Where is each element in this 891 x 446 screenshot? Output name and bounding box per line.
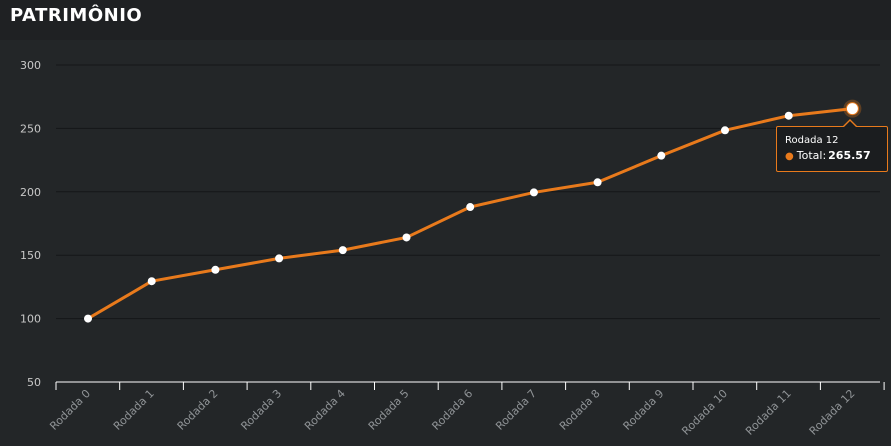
x-tick-label: Rodada 7 bbox=[493, 387, 539, 433]
data-point[interactable] bbox=[784, 111, 793, 120]
data-point[interactable] bbox=[211, 265, 220, 274]
data-point[interactable] bbox=[593, 178, 602, 187]
y-tick-label: 150 bbox=[20, 249, 41, 262]
y-tick-label: 200 bbox=[20, 186, 41, 199]
x-tick-label: Rodada 8 bbox=[557, 387, 603, 433]
x-tick-label: Rodada 12 bbox=[807, 387, 858, 438]
data-point[interactable] bbox=[845, 102, 859, 116]
x-tick-label: Rodada 10 bbox=[679, 387, 730, 438]
data-point[interactable] bbox=[147, 277, 156, 286]
data-point[interactable] bbox=[657, 151, 666, 160]
x-tick-label: Rodada 11 bbox=[743, 387, 794, 438]
x-tick-label: Rodada 6 bbox=[429, 387, 475, 433]
series-line bbox=[87, 107, 853, 320]
x-axis: Rodada 0 Rodada 1 Rodada 2 Rodada 3 Rodada 4… bbox=[47, 381, 885, 438]
y-tick-label: 50 bbox=[27, 376, 41, 389]
tooltip-header: Rodada 12 bbox=[785, 135, 839, 146]
x-tick-label: Rodada 2 bbox=[175, 387, 221, 433]
grid-lines bbox=[56, 64, 880, 320]
data-point[interactable] bbox=[338, 246, 347, 255]
series-total bbox=[84, 99, 862, 323]
tooltip-value: 265.57 bbox=[828, 149, 871, 162]
data-point[interactable] bbox=[529, 188, 538, 197]
x-tick-label: Rodada 1 bbox=[111, 387, 157, 433]
tooltip-row: ● Total: 265.57 bbox=[785, 149, 871, 162]
data-point[interactable] bbox=[275, 254, 284, 263]
tooltip: Rodada 12 ● Total: 265.57 bbox=[776, 119, 888, 172]
page-title: PATRIMÔNIO bbox=[10, 5, 143, 26]
x-tick-label: Rodada 4 bbox=[302, 387, 348, 433]
x-tick-label: Rodada 3 bbox=[238, 387, 284, 433]
data-point[interactable] bbox=[466, 203, 475, 212]
y-tick-label: 250 bbox=[20, 122, 41, 135]
tooltip-series-dot: ● bbox=[785, 151, 794, 162]
x-tick-label: Rodada 5 bbox=[366, 387, 412, 433]
y-tick-label: 100 bbox=[20, 313, 41, 326]
data-point[interactable] bbox=[721, 126, 729, 135]
chart-header: PATRIMÔNIO bbox=[0, 0, 891, 40]
tooltip-series-name: Total bbox=[796, 149, 823, 162]
y-tick-label: 300 bbox=[20, 59, 41, 72]
x-tick-label: Rodada 0 bbox=[47, 387, 93, 433]
y-axis-ticks: 50 100 150 200 250 300 bbox=[20, 59, 41, 389]
data-point[interactable] bbox=[402, 233, 411, 242]
data-point[interactable] bbox=[84, 314, 92, 323]
x-tick-label: Rodada 9 bbox=[621, 387, 667, 433]
